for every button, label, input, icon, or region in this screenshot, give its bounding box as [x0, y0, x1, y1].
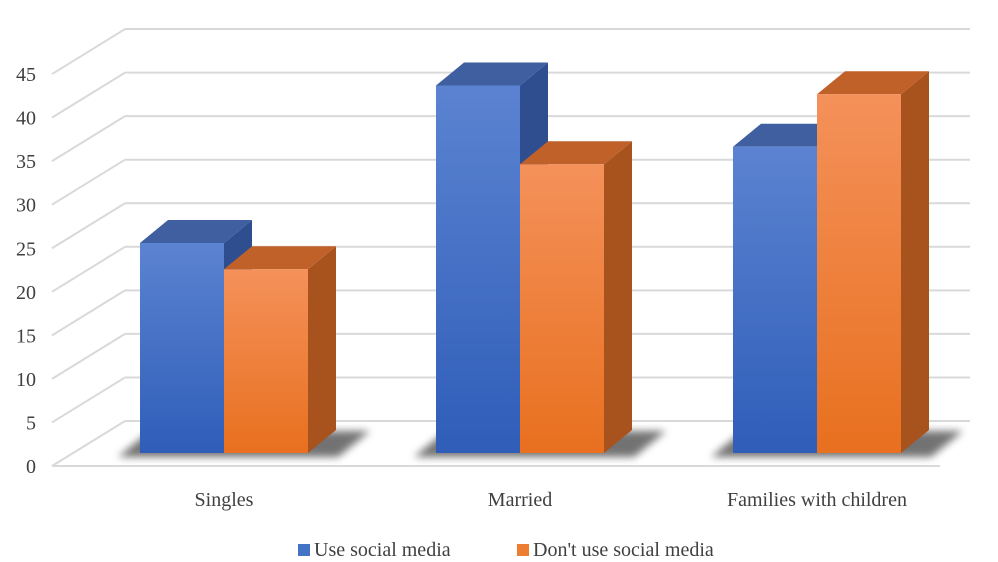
legend-swatch	[298, 544, 310, 556]
y-tick-label: 15	[16, 325, 36, 347]
x-axis: Singles Married Families with children	[195, 489, 907, 511]
bar-dont-use-2	[817, 71, 929, 453]
bar-side	[901, 71, 929, 453]
bar-front	[520, 164, 604, 453]
y-tick-label: 10	[16, 369, 36, 391]
bar-side	[604, 141, 632, 453]
y-tick-label: 0	[26, 456, 36, 478]
legend-item: Use social media	[298, 539, 451, 561]
y-tick-label: 45	[16, 64, 36, 86]
legend-swatch	[517, 544, 529, 556]
gridline-side	[51, 158, 126, 206]
gridline-side	[51, 420, 126, 467]
x-category-label: Singles	[195, 489, 254, 511]
gridline-side	[51, 115, 126, 163]
bar-dont-use-1	[520, 141, 632, 453]
bar-top	[140, 220, 252, 243]
y-tick-label: 20	[16, 282, 36, 304]
y-tick-label: 30	[16, 195, 36, 217]
y-tick-label: 35	[16, 151, 36, 173]
bar-dont-use-0	[224, 246, 336, 453]
gridline-side	[51, 245, 126, 293]
legend: Use social media Don't use social media	[298, 539, 714, 561]
bar-top	[520, 141, 632, 165]
y-axis: 0 5 10 15 20 25 30 35 40 45	[16, 64, 36, 478]
bars	[140, 62, 929, 453]
x-category-label: Families with children	[727, 489, 907, 511]
bar-front	[817, 94, 901, 453]
bar-front	[224, 269, 308, 453]
bar-front	[436, 85, 520, 453]
gridline-side	[51, 202, 126, 250]
gridline-side	[51, 289, 126, 337]
bar-top	[436, 62, 548, 86]
y-tick-label: 5	[26, 412, 36, 434]
x-category-label: Married	[488, 489, 552, 511]
bar-front	[733, 146, 817, 453]
gridline-side	[51, 376, 126, 424]
legend-label: Don't use social media	[533, 539, 714, 561]
legend-item: Don't use social media	[517, 539, 714, 561]
legend-label: Use social media	[314, 539, 451, 561]
gridline-side	[51, 333, 126, 380]
y-tick-label: 25	[16, 238, 36, 260]
bar-top	[817, 71, 929, 95]
gridline-side	[51, 28, 126, 75]
bar-side	[308, 246, 336, 453]
y-tick-label: 40	[16, 108, 36, 130]
bar-top	[224, 246, 336, 270]
gridline-side	[51, 71, 126, 119]
bar-front	[140, 243, 224, 453]
